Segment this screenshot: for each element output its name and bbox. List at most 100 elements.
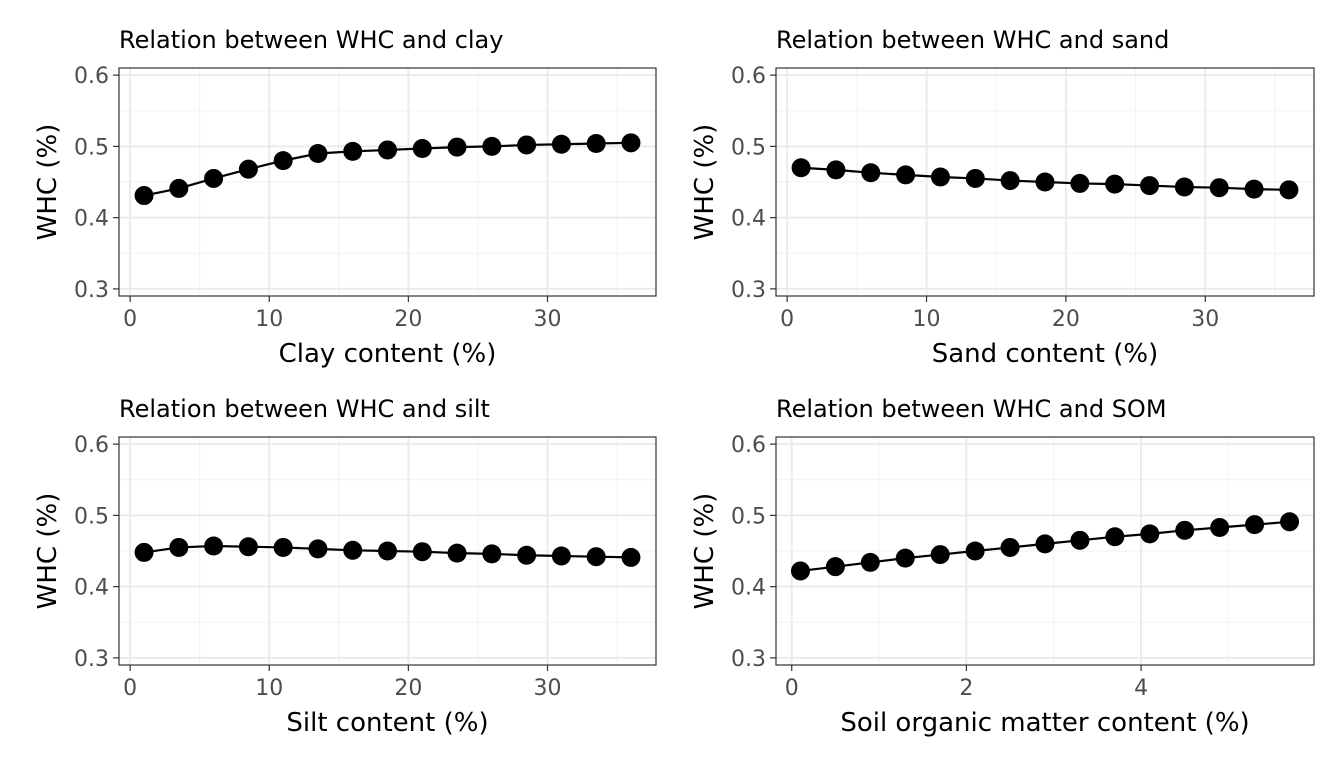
data-point bbox=[1280, 512, 1300, 532]
panel-silt: 0 10 20 30 0.3 0.4 0.5 0.6 Relation between WHC … bbox=[33, 395, 657, 738]
panel-sand: 0 10 20 30 0.3 0.4 0.5 0.6 Relation between WHC … bbox=[690, 26, 1315, 369]
data-point bbox=[1140, 524, 1160, 544]
x-tick-label: 10 bbox=[255, 676, 283, 701]
panel-title: Relation between WHC and SOM bbox=[776, 395, 1167, 423]
x-tick-label: 0 bbox=[785, 676, 799, 701]
data-point bbox=[1070, 173, 1090, 193]
x-axis-title: Sand content (%) bbox=[932, 339, 1158, 369]
data-point bbox=[790, 561, 810, 581]
y-tick-label: 0.4 bbox=[731, 207, 766, 232]
data-point bbox=[1140, 176, 1160, 196]
data-point bbox=[551, 134, 571, 154]
data-point bbox=[621, 133, 641, 153]
panel-title: Relation between WHC and clay bbox=[119, 26, 503, 54]
data-point bbox=[930, 545, 950, 565]
data-point bbox=[965, 168, 985, 188]
data-point bbox=[1244, 179, 1264, 199]
data-point bbox=[1175, 520, 1195, 540]
y-tick-label: 0.5 bbox=[731, 504, 766, 529]
y-tick-label: 0.6 bbox=[74, 433, 109, 458]
x-tick-label: 0 bbox=[123, 307, 137, 332]
data-point bbox=[204, 168, 224, 188]
y-tick-label: 0.5 bbox=[74, 504, 109, 529]
data-point bbox=[308, 144, 328, 163]
panel-border bbox=[118, 436, 657, 666]
y-tick-label: 0.6 bbox=[731, 64, 766, 89]
data-point bbox=[965, 541, 985, 561]
data-point bbox=[791, 158, 811, 178]
data-point bbox=[930, 167, 950, 187]
x-tick-label: 0 bbox=[123, 676, 137, 701]
data-point bbox=[412, 139, 432, 159]
data-point bbox=[169, 537, 189, 557]
y-tick-label: 0.3 bbox=[731, 647, 766, 672]
x-tick-label: 20 bbox=[394, 676, 422, 701]
data-point bbox=[1245, 515, 1265, 535]
data-point bbox=[447, 543, 467, 563]
y-tick-label: 0.5 bbox=[74, 135, 109, 160]
panel-title: Relation between WHC and silt bbox=[119, 395, 490, 423]
data-point bbox=[1035, 534, 1055, 554]
data-point bbox=[1000, 537, 1020, 557]
panel-border bbox=[775, 67, 1315, 297]
data-point bbox=[1035, 172, 1055, 192]
panel-border bbox=[775, 436, 1315, 666]
data-point bbox=[378, 140, 397, 160]
data-point bbox=[238, 159, 258, 179]
data-point bbox=[273, 151, 293, 171]
data-point bbox=[861, 163, 881, 183]
panel-title: Relation between WHC and sand bbox=[776, 26, 1169, 54]
data-point bbox=[826, 160, 846, 180]
x-tick-label: 30 bbox=[1191, 307, 1219, 332]
y-axis-title: WHC (%) bbox=[690, 493, 720, 610]
data-point bbox=[1105, 174, 1125, 194]
y-axis-title: WHC (%) bbox=[33, 493, 63, 610]
data-point bbox=[1070, 530, 1090, 550]
data-point bbox=[238, 537, 258, 557]
data-point bbox=[134, 186, 154, 206]
y-tick-label: 0.3 bbox=[74, 278, 109, 303]
x-tick-label: 0 bbox=[780, 307, 794, 332]
data-point bbox=[1279, 180, 1299, 200]
data-point bbox=[169, 178, 189, 198]
x-tick-label: 10 bbox=[913, 307, 941, 332]
panel-clay: 0 10 20 30 0.3 0.4 0.5 0.6 Relation between WHC … bbox=[33, 26, 657, 369]
data-point bbox=[308, 539, 328, 559]
data-point bbox=[551, 546, 571, 566]
data-point bbox=[447, 137, 467, 157]
data-point bbox=[1174, 177, 1194, 197]
data-point bbox=[134, 542, 154, 562]
x-tick-label: 2 bbox=[959, 676, 973, 701]
data-point bbox=[378, 541, 397, 561]
y-tick-label: 0.4 bbox=[74, 207, 109, 232]
data-point bbox=[586, 547, 606, 567]
data-point bbox=[412, 542, 432, 562]
data-point bbox=[895, 548, 915, 568]
x-tick-label: 30 bbox=[533, 676, 561, 701]
data-point bbox=[1000, 171, 1020, 191]
data-point bbox=[204, 536, 224, 556]
panel-border bbox=[118, 67, 657, 297]
data-point bbox=[482, 544, 502, 564]
y-tick-label: 0.6 bbox=[74, 64, 109, 89]
data-point bbox=[1105, 527, 1125, 547]
x-tick-label: 30 bbox=[533, 307, 561, 332]
data-point bbox=[860, 552, 880, 572]
data-point bbox=[586, 134, 606, 154]
panel-som: 0 2 4 0.3 0.4 0.5 0.6 Relation between WHC and … bbox=[690, 395, 1315, 738]
data-point bbox=[517, 135, 537, 155]
x-tick-label: 20 bbox=[1052, 307, 1080, 332]
data-point bbox=[825, 557, 845, 577]
data-point bbox=[343, 141, 363, 161]
data-point bbox=[343, 540, 363, 560]
y-tick-label: 0.4 bbox=[74, 576, 109, 601]
data-point bbox=[517, 545, 537, 565]
data-point bbox=[621, 547, 641, 567]
y-tick-label: 0.3 bbox=[74, 647, 109, 672]
x-axis-title: Soil organic matter content (%) bbox=[840, 708, 1249, 738]
data-point bbox=[273, 537, 293, 557]
y-axis-title: WHC (%) bbox=[33, 124, 63, 241]
y-tick-label: 0.6 bbox=[731, 433, 766, 458]
data-point bbox=[896, 165, 916, 185]
